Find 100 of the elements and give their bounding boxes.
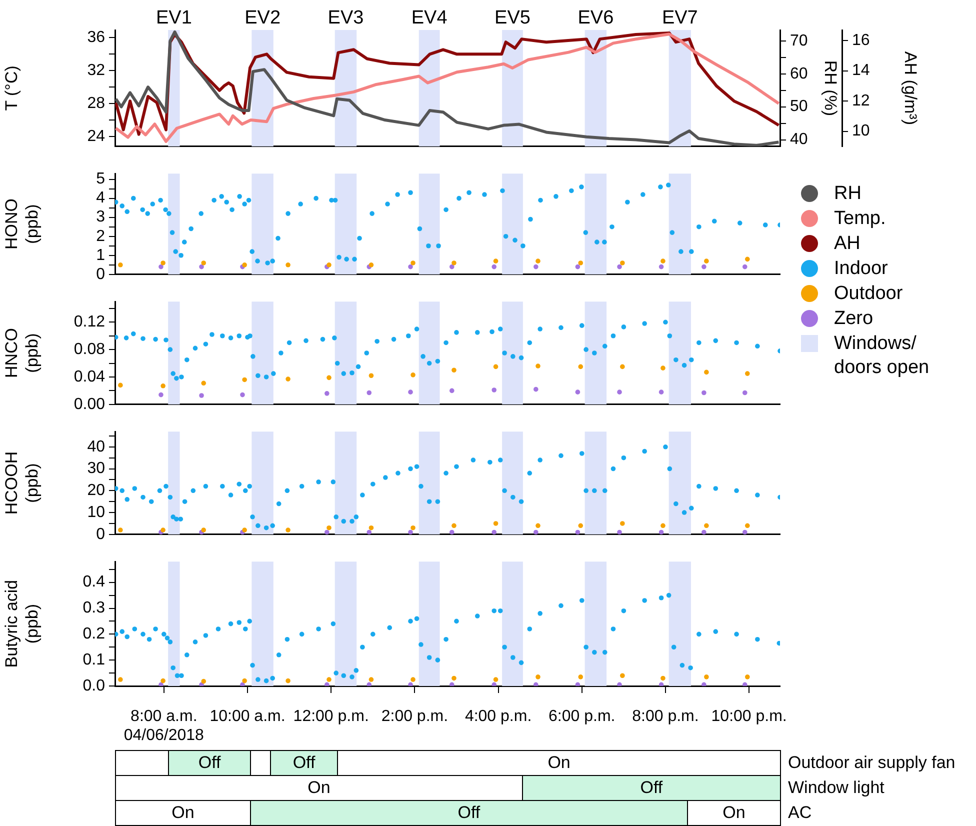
point bbox=[702, 264, 706, 270]
y-axis-title: HNCO (ppb) bbox=[2, 328, 42, 378]
y-tick-label: 10 bbox=[87, 504, 106, 521]
point bbox=[366, 390, 372, 396]
point bbox=[617, 530, 622, 534]
x-tick-label: 6:00 p.m. bbox=[548, 708, 616, 726]
point bbox=[118, 528, 123, 532]
x-tick-label: 4:00 p.m. bbox=[464, 708, 532, 726]
point bbox=[742, 390, 748, 396]
x-tick-label: 12:00 p.m. bbox=[293, 708, 369, 726]
point bbox=[617, 264, 622, 270]
point bbox=[578, 523, 584, 528]
point bbox=[658, 530, 664, 534]
point bbox=[536, 258, 540, 264]
band-label: EV5 bbox=[494, 8, 530, 29]
y3-axis-title: AH (g/m³) bbox=[901, 51, 920, 126]
point bbox=[492, 388, 497, 392]
band-label: EV1 bbox=[156, 8, 192, 29]
point bbox=[617, 390, 622, 394]
point bbox=[286, 528, 290, 532]
text: Outdoor air supply fan bbox=[788, 752, 956, 774]
legend-label: RH bbox=[834, 182, 862, 206]
band-label: EV3 bbox=[328, 8, 364, 29]
y-tick-label: 0.04 bbox=[74, 368, 106, 386]
text: AC bbox=[788, 802, 812, 824]
y-tick-label: 28 bbox=[87, 94, 106, 112]
legend-label: Outdoor bbox=[834, 282, 903, 306]
point bbox=[493, 364, 498, 370]
text: On bbox=[686, 800, 781, 826]
point bbox=[199, 264, 204, 270]
point bbox=[368, 525, 374, 530]
y-tick-label: 36 bbox=[87, 28, 106, 46]
point bbox=[410, 260, 416, 266]
y2-axis-title: RH (%) bbox=[821, 60, 840, 116]
point bbox=[201, 260, 206, 266]
y-tick-label: 3 bbox=[96, 208, 106, 226]
point bbox=[658, 390, 664, 394]
point bbox=[326, 375, 332, 380]
point bbox=[118, 382, 123, 388]
text: Off bbox=[168, 750, 251, 776]
point bbox=[742, 264, 748, 270]
point bbox=[452, 523, 456, 528]
point bbox=[242, 377, 247, 382]
point bbox=[578, 364, 584, 370]
y-tick-label: 0.1 bbox=[82, 651, 106, 668]
point bbox=[449, 388, 454, 394]
point bbox=[158, 392, 164, 398]
point bbox=[745, 256, 750, 262]
y3-tick-label: 14 bbox=[852, 62, 870, 80]
point bbox=[702, 390, 706, 396]
point bbox=[286, 262, 290, 268]
point bbox=[534, 530, 538, 534]
y2-tick-label: 40 bbox=[790, 131, 808, 148]
text: Off bbox=[522, 775, 781, 801]
y-tick-label: 0 bbox=[96, 526, 106, 543]
y-tick-label: 30 bbox=[87, 460, 106, 478]
y-axis-title: Butyric acid (ppb) bbox=[2, 580, 42, 668]
point bbox=[366, 530, 372, 534]
point bbox=[240, 392, 245, 398]
x-tick-label: 8:00 a.m. 04/06/2018 bbox=[124, 708, 204, 744]
y3-tick-label: 10 bbox=[852, 122, 870, 140]
y-tick-label: 32 bbox=[87, 62, 106, 79]
point bbox=[742, 530, 748, 534]
point bbox=[408, 530, 413, 534]
point bbox=[492, 264, 497, 270]
point bbox=[575, 530, 580, 534]
band-label: EV2 bbox=[244, 8, 281, 29]
y-tick-label: 0.0 bbox=[82, 677, 106, 694]
point bbox=[408, 264, 413, 270]
point bbox=[368, 373, 374, 378]
point bbox=[704, 258, 709, 264]
point bbox=[326, 525, 332, 530]
point bbox=[408, 390, 413, 394]
band-label: EV7 bbox=[662, 8, 698, 29]
legend-label: Zero bbox=[834, 307, 874, 331]
y-tick-label: 0.3 bbox=[82, 600, 106, 617]
point bbox=[704, 523, 709, 528]
point bbox=[410, 525, 416, 530]
y-axis-title: HCOOH (ppb) bbox=[2, 451, 42, 515]
point bbox=[493, 258, 498, 264]
point bbox=[620, 364, 625, 370]
text: On bbox=[115, 800, 251, 826]
y-tick-label: 20 bbox=[87, 482, 106, 500]
point bbox=[493, 521, 498, 526]
text: Windows/ doors open bbox=[834, 332, 930, 380]
point bbox=[620, 260, 625, 266]
y-tick-label: 5 bbox=[96, 170, 106, 188]
point bbox=[534, 264, 538, 270]
point bbox=[160, 383, 166, 388]
point bbox=[449, 530, 454, 534]
y-tick-label: 1 bbox=[96, 246, 106, 264]
x-tick-label: 10:00 p.m. bbox=[711, 708, 787, 726]
point bbox=[620, 521, 625, 526]
text: Off bbox=[270, 750, 338, 776]
point bbox=[575, 390, 580, 394]
point bbox=[536, 523, 540, 528]
y-tick-label: 0.4 bbox=[82, 574, 106, 591]
y-tick-label: 0.08 bbox=[74, 340, 106, 358]
point bbox=[702, 530, 706, 534]
y-axis-title: HONO (ppb) bbox=[2, 198, 42, 250]
